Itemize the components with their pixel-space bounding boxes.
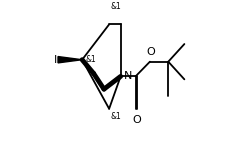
Text: N: N bbox=[123, 71, 131, 81]
Text: &1: &1 bbox=[110, 112, 121, 121]
Polygon shape bbox=[58, 57, 82, 63]
Text: &1: &1 bbox=[85, 55, 96, 64]
Text: &1: &1 bbox=[110, 2, 121, 11]
Text: O: O bbox=[146, 47, 154, 57]
Text: O: O bbox=[132, 115, 140, 125]
Text: I: I bbox=[54, 55, 57, 65]
